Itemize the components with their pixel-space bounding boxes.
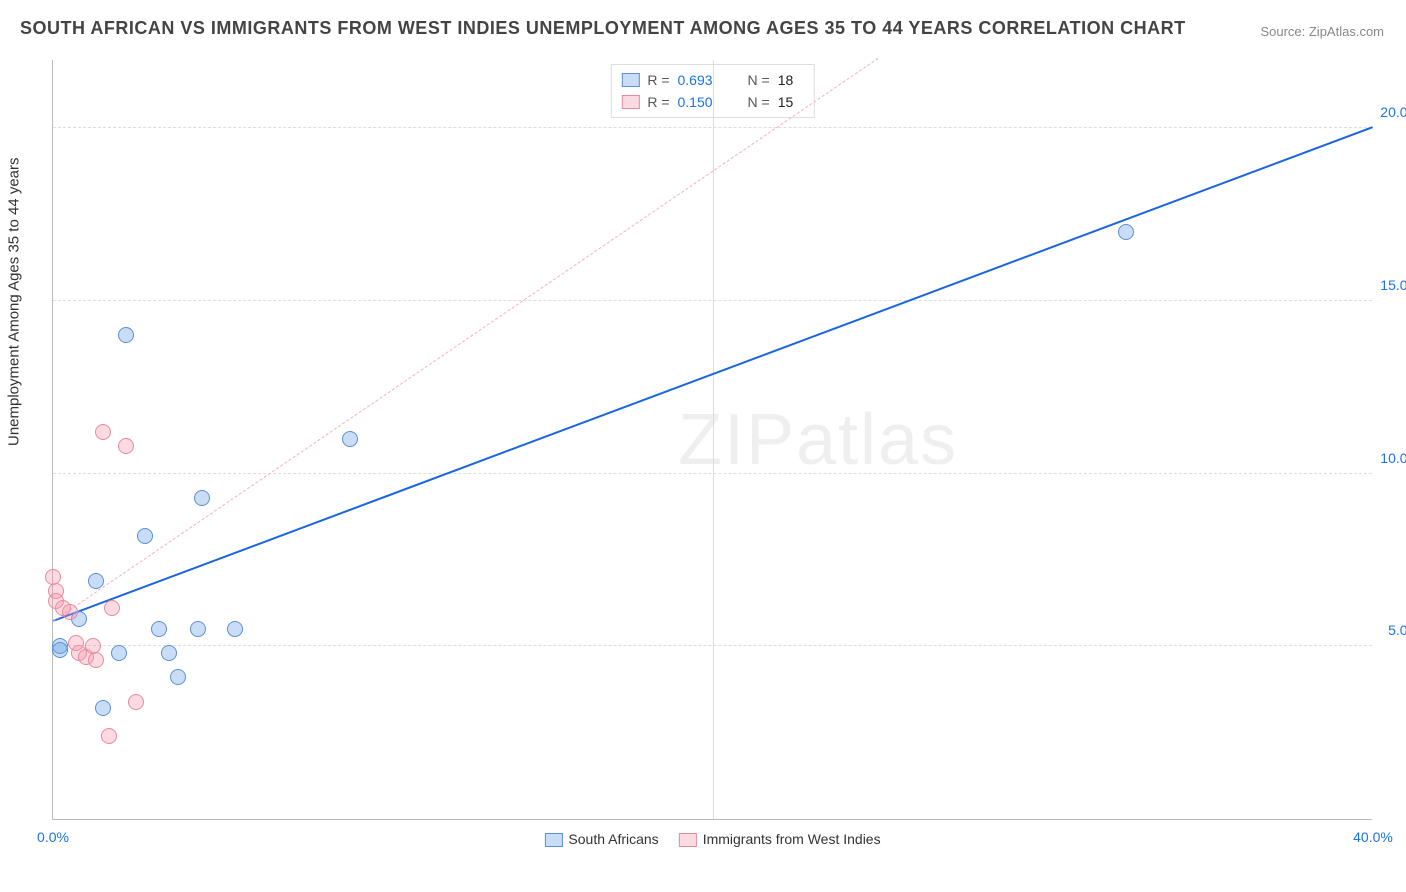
data-point-south_africans [342,431,358,447]
watermark-text: ZIPatlas [678,399,958,481]
trend-line-west_indies [53,58,879,622]
data-point-west_indies [95,424,111,440]
legend-item-south_africans: South Africans [544,831,658,847]
y-tick-label: 5.0% [1388,622,1406,638]
data-point-west_indies [128,694,144,710]
legend-swatch [621,73,639,87]
legend-series-label: South Africans [568,831,658,847]
data-point-south_africans [118,327,134,343]
y-tick-label: 15.0% [1380,277,1406,293]
series-legend: South Africans Immigrants from West Indie… [536,829,888,849]
data-point-south_africans [194,490,210,506]
legend-r-value: 0.150 [678,91,730,113]
data-point-south_africans [1118,224,1134,240]
legend-item-west_indies: Immigrants from West Indies [679,831,881,847]
legend-n-value: 18 [778,69,804,91]
data-point-south_africans [161,645,177,661]
legend-series-label: Immigrants from West Indies [703,831,881,847]
legend-r-label: R = [647,91,669,113]
data-point-west_indies [62,604,78,620]
data-point-south_africans [227,621,243,637]
data-point-south_africans [88,573,104,589]
legend-n-label: N = [748,91,770,113]
chart-title: SOUTH AFRICAN VS IMMIGRANTS FROM WEST IN… [20,18,1186,39]
legend-r-label: R = [647,69,669,91]
y-tick-label: 20.0% [1380,104,1406,120]
legend-swatch [544,833,562,847]
y-tick-label: 10.0% [1380,450,1406,466]
data-point-west_indies [118,438,134,454]
data-point-south_africans [95,700,111,716]
data-point-south_africans [111,645,127,661]
y-axis-title: Unemployment Among Ages 35 to 44 years [6,157,23,446]
legend-n-label: N = [748,69,770,91]
data-point-south_africans [190,621,206,637]
data-point-south_africans [52,642,68,658]
legend-swatch [679,833,697,847]
x-tick-label: 0.0% [37,829,69,845]
data-point-south_africans [151,621,167,637]
x-tick-label: 40.0% [1353,829,1393,845]
legend-swatch [621,95,639,109]
plot-area: ZIPatlas R =0.693N =18R =0.150N =15 Sout… [52,60,1372,820]
grid-line [713,60,714,819]
source-label: Source: ZipAtlas.com [1260,24,1384,39]
data-point-south_africans [137,528,153,544]
data-point-west_indies [88,652,104,668]
data-point-west_indies [101,728,117,744]
data-point-west_indies [104,600,120,616]
data-point-south_africans [170,669,186,685]
legend-r-value: 0.693 [678,69,730,91]
